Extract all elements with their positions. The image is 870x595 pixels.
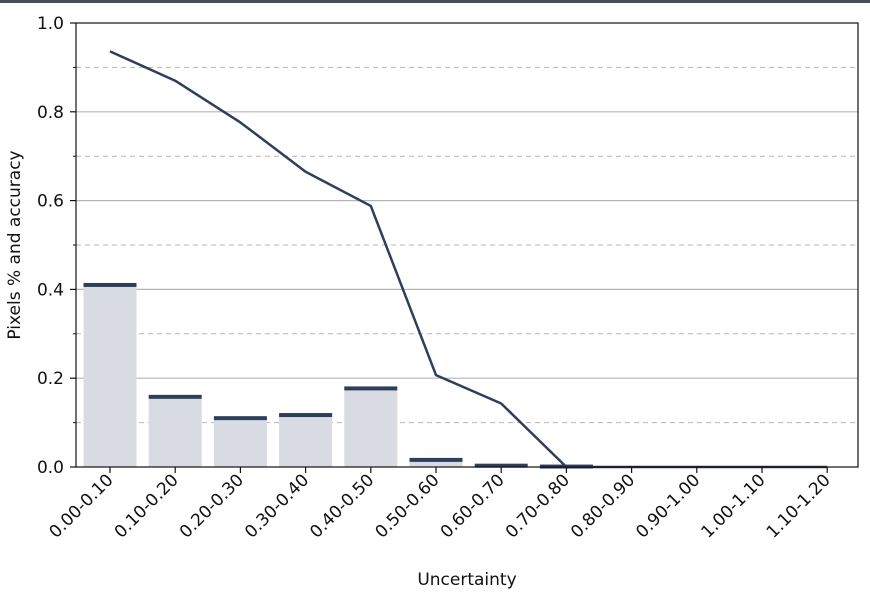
x-tick-label: 0.20-0.30 xyxy=(176,470,248,542)
bar xyxy=(83,284,137,467)
y-tick-label: 0.2 xyxy=(37,369,64,389)
x-tick-label: 0.60-0.70 xyxy=(437,470,509,542)
accuracy-line-group xyxy=(109,50,828,469)
bar-cap xyxy=(344,386,398,391)
x-tick-label: 1.00-1.10 xyxy=(698,470,770,542)
accuracy-line xyxy=(109,50,828,469)
bar xyxy=(409,459,463,467)
x-tick-label: 0.90-1.00 xyxy=(632,470,704,542)
x-tick-label: 0.40-0.50 xyxy=(306,470,378,542)
y-tick-label: 0.6 xyxy=(37,192,64,212)
x-tick-label: 0.00-0.10 xyxy=(46,470,118,542)
x-axis: 0.00-0.100.10-0.200.20-0.300.30-0.400.40… xyxy=(46,467,835,542)
x-tick-label: 0.30-0.40 xyxy=(241,470,313,542)
bar-cap xyxy=(409,457,463,462)
y-tick-label: 1.0 xyxy=(37,14,64,34)
y-axis-label: Pixels % and accuracy xyxy=(5,150,25,339)
x-axis-label: Uncertainty xyxy=(417,570,516,590)
x-tick-label: 1.10-1.20 xyxy=(763,470,835,542)
y-tick-label: 0.0 xyxy=(37,458,64,478)
bar xyxy=(279,415,333,467)
x-tick-label: 0.80-0.90 xyxy=(567,470,639,542)
y-tick-label: 0.4 xyxy=(37,280,64,300)
bar-cap xyxy=(83,282,137,287)
bar-cap xyxy=(213,416,267,421)
window-top-border xyxy=(0,0,870,3)
bar-cap xyxy=(279,413,333,418)
bar xyxy=(213,418,267,467)
y-axis: 0.0 0.2 0.4 0.6 0.8 1.0 xyxy=(37,14,76,478)
bars xyxy=(83,282,593,469)
x-tick-label: 0.50-0.60 xyxy=(372,470,444,542)
x-tick-label: 0.70-0.80 xyxy=(502,470,574,542)
bar xyxy=(344,388,398,467)
grid xyxy=(76,66,858,424)
y-tick-label: 0.8 xyxy=(37,103,64,123)
bar xyxy=(148,396,202,467)
bar-cap xyxy=(474,463,528,468)
bar-cap xyxy=(148,394,202,399)
x-tick-label: 0.10-0.20 xyxy=(111,470,183,542)
